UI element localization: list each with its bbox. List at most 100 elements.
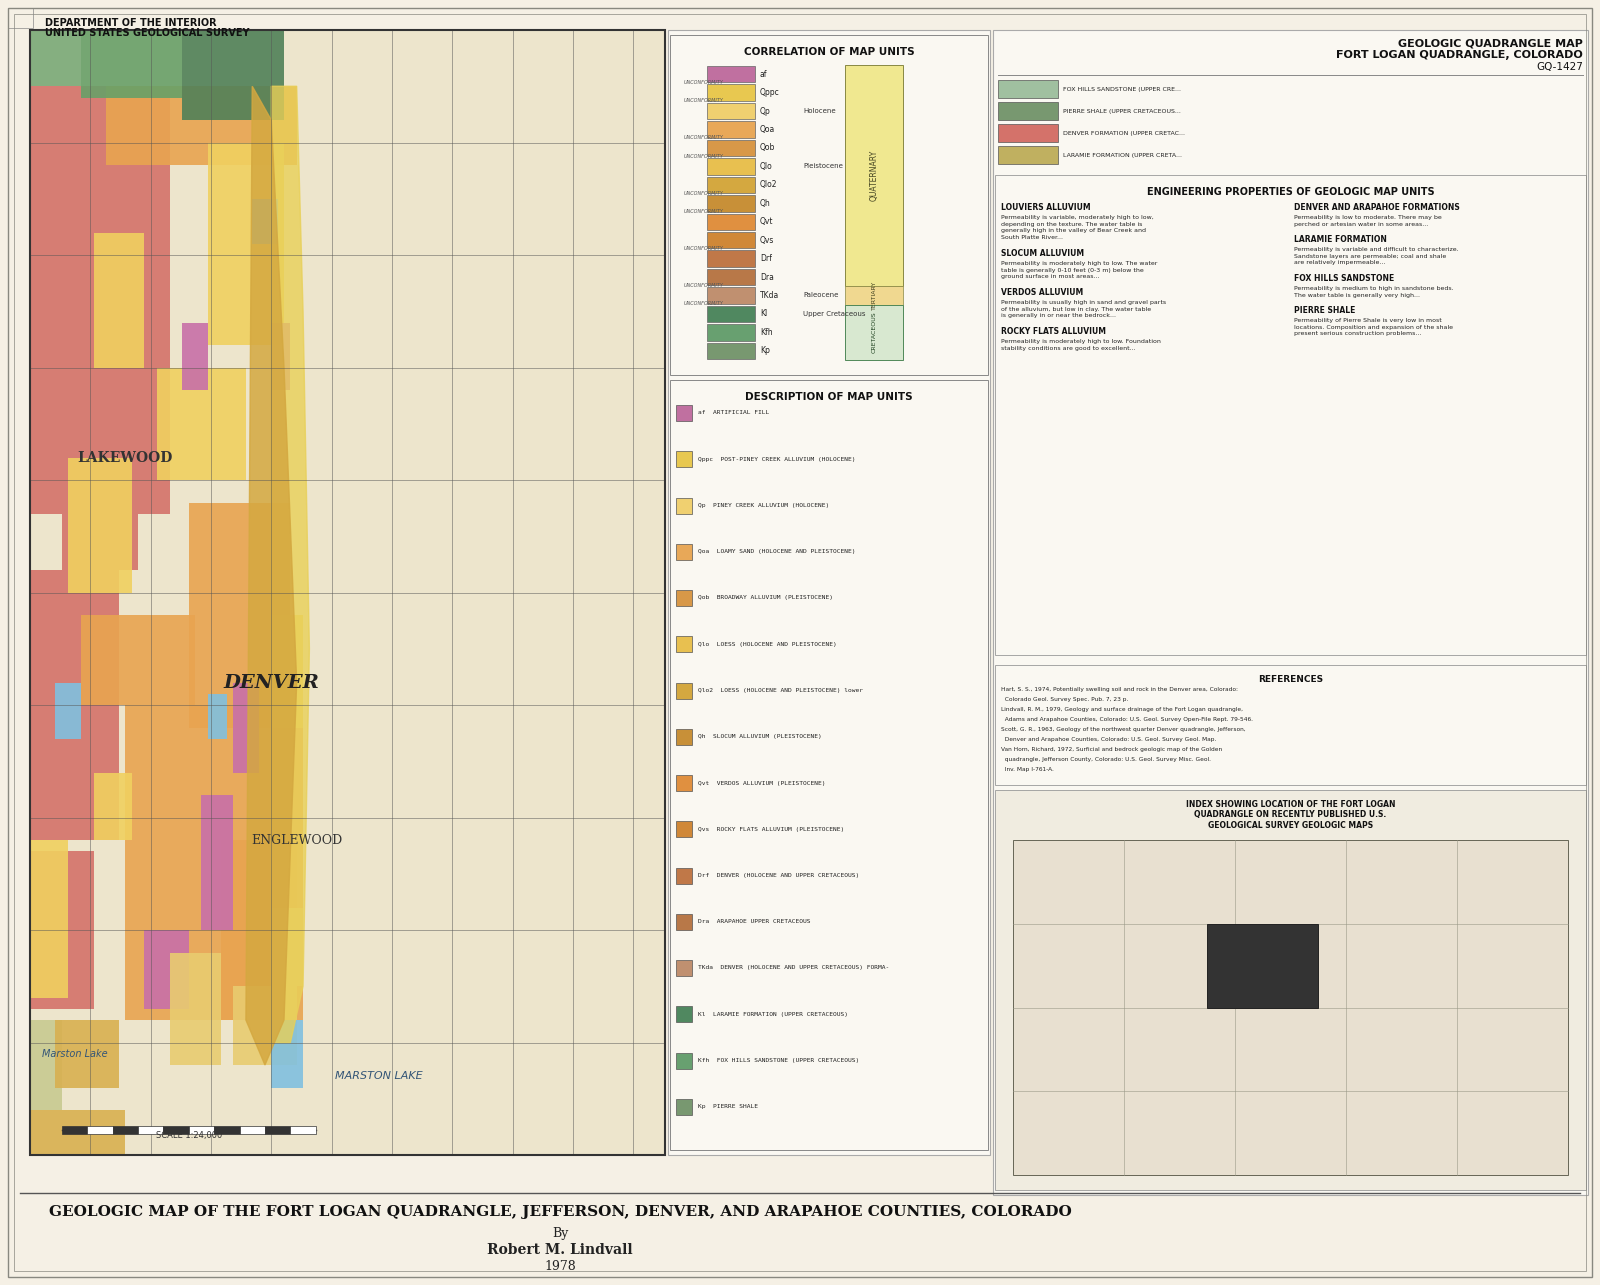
- Bar: [182, 30, 285, 120]
- Text: DENVER FORMATION (UPPER CRETAC...: DENVER FORMATION (UPPER CRETAC...: [1062, 131, 1186, 135]
- Bar: [272, 907, 302, 987]
- Text: UNCONFORMITY: UNCONFORMITY: [685, 283, 723, 288]
- Bar: [995, 666, 1586, 785]
- Bar: [234, 987, 296, 1065]
- Text: Colorado Geol. Survey Spec. Pub. 7, 23 p.: Colorado Geol. Survey Spec. Pub. 7, 23 p…: [1002, 696, 1128, 702]
- Bar: [669, 30, 990, 1155]
- Text: Lindvall, R. M., 1979, Geology and surface drainage of the Fort Logan quadrangle: Lindvall, R. M., 1979, Geology and surfa…: [1002, 707, 1243, 712]
- Text: 1978: 1978: [544, 1261, 576, 1273]
- Text: Dra  ARAPAHOE UPPER CRETACEOUS: Dra ARAPAHOE UPPER CRETACEOUS: [698, 919, 811, 924]
- Bar: [30, 86, 170, 514]
- Bar: [994, 30, 1587, 1195]
- Bar: [163, 1126, 189, 1133]
- Bar: [707, 324, 755, 341]
- Text: UNCONFORMITY: UNCONFORMITY: [685, 135, 723, 140]
- Bar: [30, 30, 666, 1155]
- Bar: [202, 795, 234, 930]
- Bar: [234, 682, 259, 772]
- Text: Inv. Map I-761-A.: Inv. Map I-761-A.: [1002, 767, 1054, 772]
- Text: LAKEWOOD: LAKEWOOD: [77, 451, 173, 464]
- Polygon shape: [272, 86, 309, 1042]
- Text: DENVER: DENVER: [224, 673, 320, 691]
- Bar: [221, 840, 296, 1020]
- Bar: [86, 1126, 112, 1133]
- Bar: [30, 840, 69, 997]
- Text: Kl  LARAMIE FORMATION (UPPER CRETACEOUS): Kl LARAMIE FORMATION (UPPER CRETACEOUS): [698, 1011, 848, 1016]
- Bar: [707, 231, 755, 248]
- Bar: [272, 323, 290, 391]
- Text: UNCONFORMITY: UNCONFORMITY: [685, 99, 723, 103]
- Bar: [670, 35, 989, 375]
- Text: Scott, G. R., 1963, Geology of the northwest quarter Denver quadrangle, Jefferso: Scott, G. R., 1963, Geology of the north…: [1002, 727, 1246, 732]
- Text: FORT LOGAN QUADRANGLE, COLORADO: FORT LOGAN QUADRANGLE, COLORADO: [1336, 50, 1582, 60]
- Text: UNCONFORMITY: UNCONFORMITY: [685, 154, 723, 158]
- Text: PIERRE SHALE (UPPER CRETACEOUS...: PIERRE SHALE (UPPER CRETACEOUS...: [1062, 108, 1181, 113]
- Text: UNCONFORMITY: UNCONFORMITY: [685, 80, 723, 85]
- Text: Qppc  POST-PINEY CREEK ALLUVIUM (HOLOCENE): Qppc POST-PINEY CREEK ALLUVIUM (HOLOCENE…: [698, 456, 856, 461]
- Bar: [675, 821, 691, 838]
- Bar: [1013, 840, 1568, 1174]
- Text: ENGLEWOOD: ENGLEWOOD: [251, 834, 342, 847]
- Bar: [170, 952, 221, 1065]
- Bar: [675, 544, 691, 560]
- Text: Qlo2  LOESS (HOLOCENE AND PLEISTOCENE) lower: Qlo2 LOESS (HOLOCENE AND PLEISTOCENE) lo…: [698, 687, 862, 693]
- Text: GEOLOGIC MAP OF THE FORT LOGAN QUADRANGLE, JEFFERSON, DENVER, AND ARAPAHOE COUNT: GEOLOGIC MAP OF THE FORT LOGAN QUADRANGL…: [48, 1205, 1072, 1219]
- Text: UNCONFORMITY: UNCONFORMITY: [685, 245, 723, 251]
- Text: Qlo  LOESS (HOLOCENE AND PLEISTOCENE): Qlo LOESS (HOLOCENE AND PLEISTOCENE): [698, 641, 837, 646]
- Bar: [675, 497, 691, 514]
- Bar: [707, 158, 755, 175]
- Bar: [106, 86, 296, 164]
- Text: Marston Lake: Marston Lake: [42, 1049, 107, 1059]
- Text: CRETACEOUS: CRETACEOUS: [872, 311, 877, 353]
- Bar: [675, 960, 691, 977]
- Bar: [675, 405, 691, 421]
- Text: UNCONFORMITY: UNCONFORMITY: [685, 190, 723, 195]
- Bar: [675, 636, 691, 653]
- Bar: [707, 251, 755, 267]
- Bar: [214, 1126, 240, 1133]
- Bar: [62, 1126, 86, 1133]
- Polygon shape: [246, 86, 296, 1065]
- Text: Permeability is variable, moderately high to low,
depending on the texture. The : Permeability is variable, moderately hig…: [1002, 215, 1154, 240]
- Bar: [112, 1126, 138, 1133]
- Text: INDEX SHOWING LOCATION OF THE FORT LOGAN
QUADRANGLE ON RECENTLY PUBLISHED U.S.
G: INDEX SHOWING LOCATION OF THE FORT LOGAN…: [1186, 801, 1395, 830]
- Bar: [998, 123, 1058, 143]
- Bar: [189, 1126, 214, 1133]
- Bar: [845, 287, 902, 305]
- Text: By: By: [552, 1227, 568, 1240]
- Bar: [998, 102, 1058, 120]
- Text: QUATERNARY: QUATERNARY: [869, 150, 878, 202]
- Text: Holocene: Holocene: [803, 108, 835, 114]
- Text: SLOCUM ALLUVIUM: SLOCUM ALLUVIUM: [1002, 249, 1085, 258]
- Text: Permeability is usually high in sand and gravel parts
of the alluvium, but low i: Permeability is usually high in sand and…: [1002, 299, 1166, 319]
- Text: DESCRIPTION OF MAP UNITS: DESCRIPTION OF MAP UNITS: [746, 392, 914, 402]
- Bar: [157, 368, 246, 481]
- Text: ENGINEERING PROPERTIES OF GEOLOGIC MAP UNITS: ENGINEERING PROPERTIES OF GEOLOGIC MAP U…: [1147, 188, 1434, 197]
- Bar: [845, 305, 902, 360]
- Bar: [675, 451, 691, 468]
- Bar: [675, 682, 691, 699]
- Text: TKda  DENVER (HOLOCENE AND UPPER CRETACEOUS) FORMA-: TKda DENVER (HOLOCENE AND UPPER CRETACEO…: [698, 965, 890, 970]
- Text: VERDOS ALLUVIUM: VERDOS ALLUVIUM: [1002, 288, 1083, 297]
- Bar: [240, 1126, 266, 1133]
- Text: PIERRE SHALE: PIERRE SHALE: [1294, 306, 1355, 315]
- Text: Kl: Kl: [760, 310, 766, 319]
- Text: Permeability is moderately high to low. The water
table is generally 0-10 feet (: Permeability is moderately high to low. …: [1002, 261, 1157, 279]
- Bar: [707, 343, 755, 359]
- Text: Van Horn, Richard, 1972, Surficial and bedrock geologic map of the Golden: Van Horn, Richard, 1972, Surficial and b…: [1002, 747, 1222, 752]
- Bar: [707, 306, 755, 323]
- Text: Qoa: Qoa: [760, 125, 774, 134]
- Bar: [272, 1020, 302, 1087]
- Text: Permeability of Pierre Shale is very low in most
locations. Composition and expa: Permeability of Pierre Shale is very low…: [1294, 317, 1453, 337]
- Text: ROCKY FLATS ALLUVIUM: ROCKY FLATS ALLUVIUM: [1002, 326, 1106, 335]
- Bar: [144, 930, 189, 1009]
- Bar: [707, 176, 755, 193]
- Text: FOX HILLS SANDSTONE: FOX HILLS SANDSTONE: [1294, 274, 1394, 283]
- Text: af: af: [760, 69, 768, 78]
- Text: Kfh  FOX HILLS SANDSTONE (UPPER CRETACEOUS): Kfh FOX HILLS SANDSTONE (UPPER CRETACEOU…: [698, 1058, 859, 1063]
- Bar: [30, 30, 82, 86]
- Bar: [707, 85, 755, 102]
- Text: GQ-1427: GQ-1427: [1536, 62, 1582, 72]
- Bar: [675, 1006, 691, 1023]
- Bar: [675, 775, 691, 792]
